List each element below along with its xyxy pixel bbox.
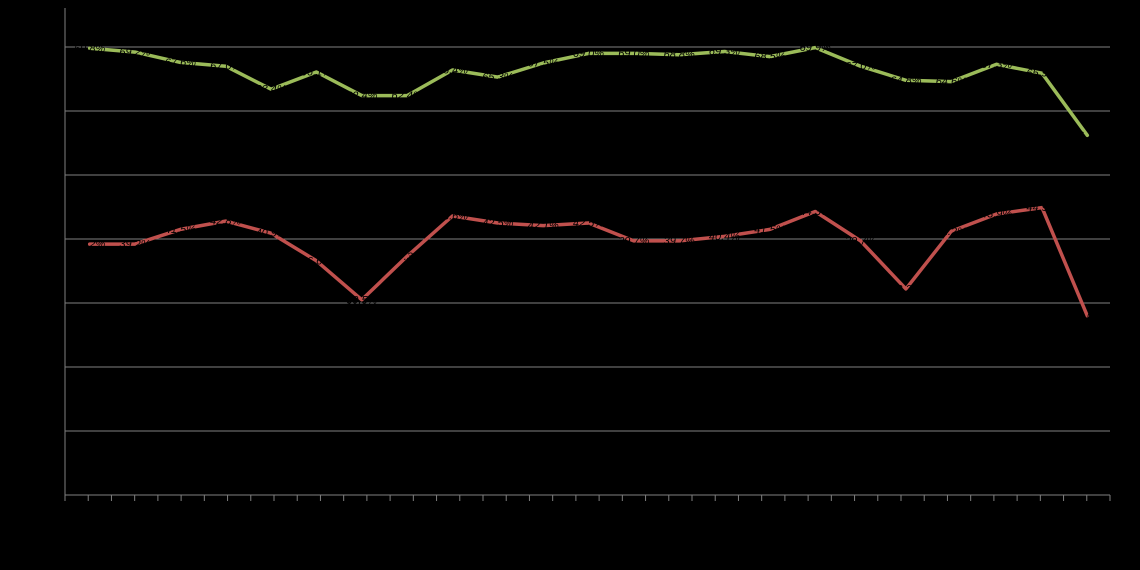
upper-green-series-data-label: 66.1% <box>301 67 332 79</box>
data-labels: 69.8% 69.2% 67.6% 67.0% 63.4% 66.1% 62.4% 62.4%… <box>74 42 1103 322</box>
upper-green-series-data-label: 64.6% <box>936 76 967 88</box>
upper-green-series-data-label: 62.4% <box>346 90 377 102</box>
upper-green-series-data-label: 69.3% <box>709 46 740 58</box>
upper-green-series-data-label: 69.8% <box>74 43 105 55</box>
upper-green-series-data-label: 65.3% <box>482 72 513 84</box>
lower-red-series-data-label: 44.3% <box>800 206 831 218</box>
upper-green-series-data-label: 67.6% <box>165 57 196 69</box>
upper-green-series-data-label: 65.9% <box>1026 68 1057 80</box>
upper-green-series-data-label: 68.5% <box>754 51 785 63</box>
upper-green-series-data-label: 64.8% <box>890 75 921 87</box>
lower-red-series-data-label: 30.5% <box>346 294 377 306</box>
lower-red-series-data-label: 36.6% <box>301 255 332 267</box>
upper-green-series-data-label: 69.0% <box>573 48 604 60</box>
lower-red-series-line <box>87 205 1090 318</box>
upper-green-series-data-label: 56.2% <box>1072 130 1103 142</box>
lower-red-series-data-label: 42.8% <box>210 216 241 228</box>
lower-red-series-data-label: 42.5% <box>573 218 604 230</box>
lower-red-series-data-label: 42.5% <box>482 218 513 230</box>
upper-green-series-data-label: 63.4% <box>255 84 286 96</box>
lower-red-series-data-label: 43.9% <box>981 209 1012 221</box>
upper-green-series-data-label: 69.9% <box>800 42 831 54</box>
lower-red-series-data-label: 39.7% <box>664 235 695 247</box>
gridlines <box>65 46 1110 432</box>
lower-red-series-data-label: 39.2% <box>119 239 150 251</box>
upper-green-series-data-label: 68.8% <box>664 49 695 61</box>
lower-red-series-data-label: 40.9% <box>255 228 286 240</box>
lower-red-series-data-label: 32.2% <box>890 283 921 295</box>
lower-red-series-data-label: 28.0% <box>1071 310 1103 322</box>
upper-green-series-data-label: 67.5% <box>528 58 559 70</box>
x-axis-ticks <box>64 495 1111 501</box>
lower-red-series-data-label: 39.7% <box>845 235 876 247</box>
lower-red-series-data-label: 41.5% <box>754 224 785 236</box>
upper-green-series-data-label: 67.0% <box>845 61 876 73</box>
lower-red-series-data-label: 39.2% <box>74 239 105 251</box>
upper-green-series-data-label: 69.2% <box>119 47 150 59</box>
upper-green-series-data-label: 66.4% <box>437 65 468 77</box>
lower-red-series-data-label: 39.7% <box>618 235 649 247</box>
upper-green-series-data-label: 62.4% <box>391 90 422 102</box>
lower-red-series-data-label: 43.6% <box>437 211 468 223</box>
lower-red-series-data-label: 42.1% <box>528 220 559 232</box>
lower-red-series-data-label: 44.9% <box>1026 202 1057 214</box>
upper-green-series-data-label: 69.0% <box>618 48 649 60</box>
lower-red-series-data-label: 40.4% <box>709 231 740 243</box>
upper-green-series-data-label: 67.3% <box>981 59 1012 71</box>
lower-red-series-data-label: 41.2% <box>936 226 967 238</box>
upper-green-series-line <box>87 45 1090 138</box>
lower-red-series-data-label: 37.3% <box>391 251 422 263</box>
upper-green-series-data-label: 67.0% <box>210 61 241 73</box>
lower-red-series-data-label: 41.5% <box>165 224 196 236</box>
